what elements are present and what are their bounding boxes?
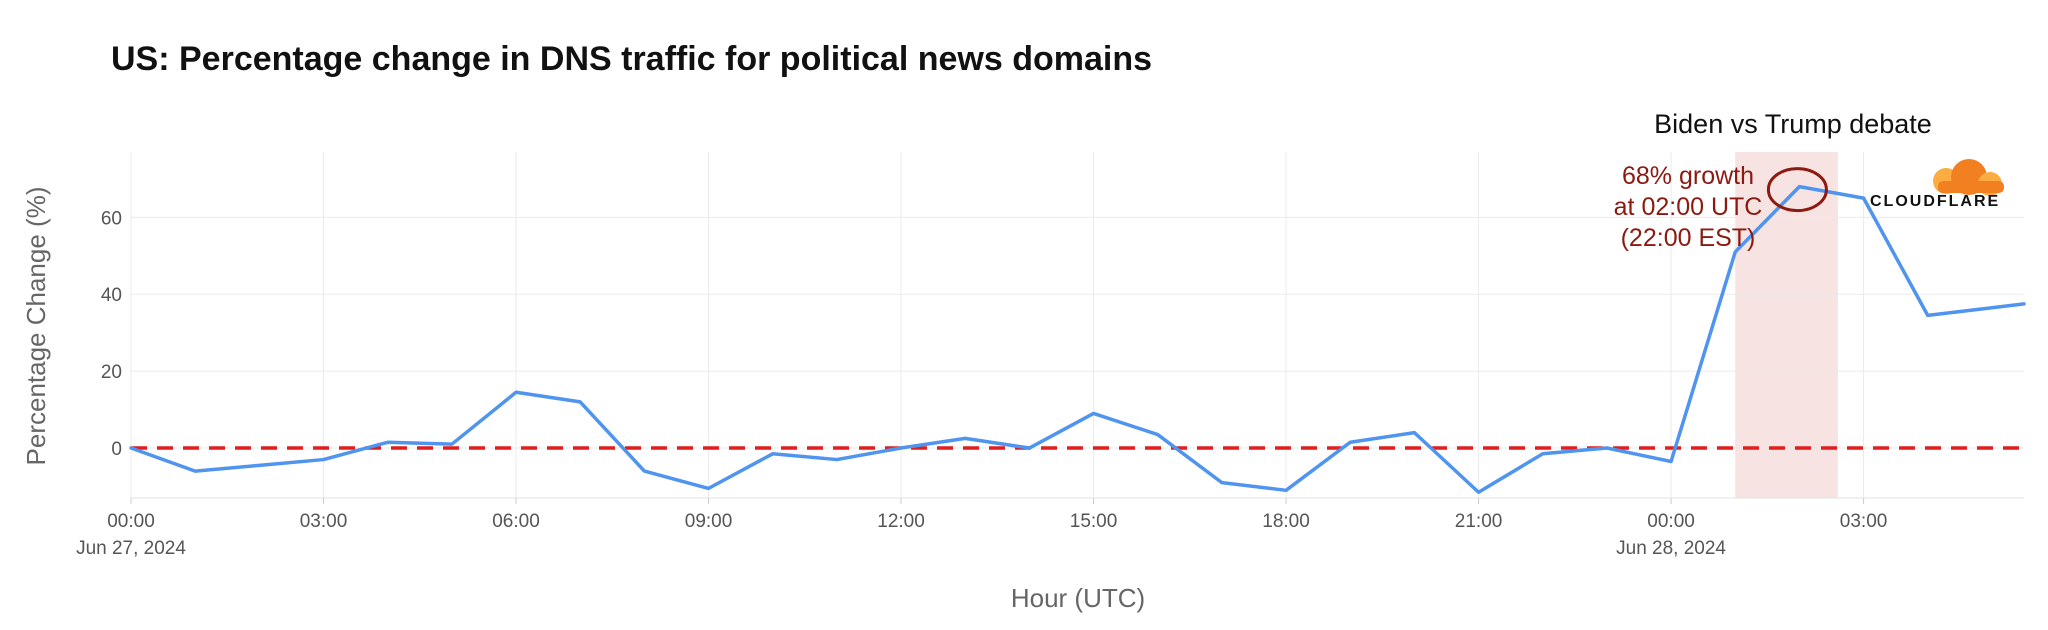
x-tick-label: 06:00 bbox=[492, 511, 540, 532]
chart-plot-area bbox=[129, 152, 2026, 499]
cloudflare-logo: CLOUDFLARE bbox=[1870, 159, 2004, 210]
y-tick-label: 60 bbox=[101, 208, 122, 229]
y-tick-label: 20 bbox=[101, 362, 122, 383]
annotation-line-1: 68% growth bbox=[1622, 162, 1754, 190]
x-tick-label: 03:00 bbox=[300, 511, 348, 532]
x-axis-ticks: 00:00 Jun 27, 2024 03:00 06:00 09:00 12:00 15:… bbox=[76, 498, 1887, 559]
logo-wordmark: CLOUDFLARE bbox=[1870, 193, 2000, 210]
x-tick-label: 18:00 bbox=[1262, 511, 1310, 532]
y-tick-label: 0 bbox=[111, 439, 122, 460]
annotation-line-3: (22:00 EST) bbox=[1621, 224, 1756, 252]
x-axis-label: Hour (UTC) bbox=[1011, 583, 1145, 613]
x-tick-date-label: Jun 27, 2024 bbox=[76, 538, 186, 559]
event-label: Biden vs Trump debate bbox=[1654, 109, 1932, 139]
series-line bbox=[129, 184, 2026, 494]
x-tick-date-label: Jun 28, 2024 bbox=[1616, 538, 1726, 559]
y-axis-label: Percentage Change (%) bbox=[21, 187, 51, 466]
peak-highlight-circle bbox=[1766, 167, 1828, 213]
x-tick-label: 00:00 bbox=[1647, 511, 1695, 532]
y-axis-ticks: 0 20 40 60 bbox=[101, 208, 122, 460]
peak-annotation: 68% growth at 02:00 UTC (22:00 EST) bbox=[1614, 162, 1763, 252]
x-tick-label: 15:00 bbox=[1070, 511, 1118, 532]
y-tick-label: 40 bbox=[101, 285, 122, 306]
x-tick-label: 00:00 bbox=[107, 511, 155, 532]
x-tick-label: 03:00 bbox=[1840, 511, 1888, 532]
gridlines bbox=[130, 152, 2024, 499]
x-tick-label: 12:00 bbox=[877, 511, 925, 532]
cloud-icon bbox=[1933, 159, 2004, 196]
chart-title: US: Percentage change in DNS traffic for… bbox=[111, 40, 1152, 78]
x-tick-label: 21:00 bbox=[1455, 511, 1503, 532]
x-tick-label: 09:00 bbox=[685, 511, 733, 532]
annotation-line-2: at 02:00 UTC bbox=[1614, 193, 1763, 221]
